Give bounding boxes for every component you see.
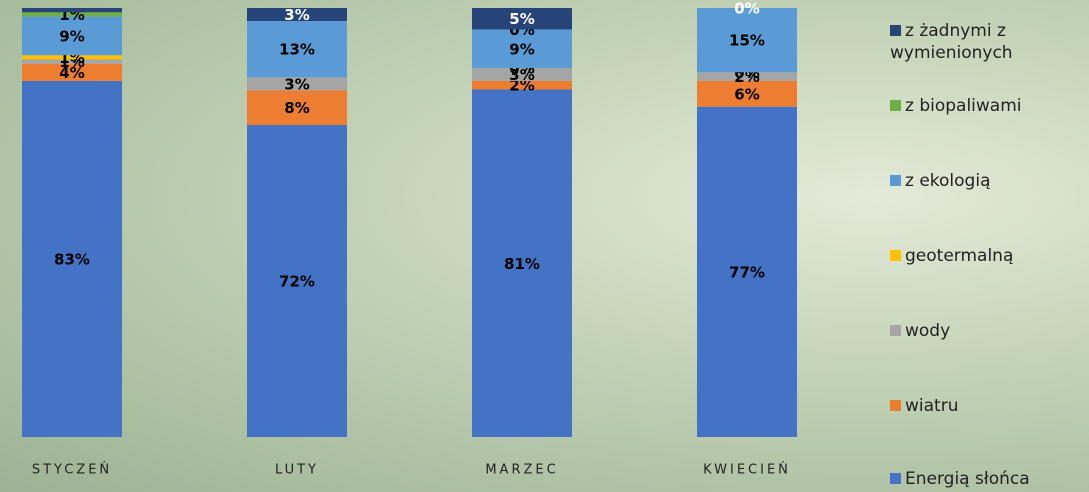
- legend-label: Energią słońca: [905, 469, 1030, 489]
- value-label: 15%: [729, 32, 765, 50]
- value-label: 81%: [504, 255, 540, 273]
- x-tick-label: KWIECIEŃ: [703, 462, 791, 478]
- value-label: 83%: [54, 250, 90, 268]
- legend-entry: z żadnymi z wymienionych: [890, 20, 1085, 64]
- x-tick-label: STYCZEŃ: [32, 462, 112, 478]
- value-label: 5%: [509, 10, 534, 28]
- legend-swatch: [890, 175, 901, 186]
- legend-entry: Energią słońca: [890, 468, 1085, 490]
- x-tick-label: LUTY: [275, 463, 319, 478]
- legend-label: wody: [905, 321, 950, 341]
- chart: 83%4%1%1%9%1%STYCZEŃ72%8%3%13%3%LUTY81%2…: [0, 0, 1089, 492]
- value-label: 72%: [279, 273, 315, 291]
- legend-label: z biopaliwami: [905, 96, 1022, 116]
- legend-swatch: [890, 400, 901, 411]
- legend-swatch: [890, 25, 901, 36]
- legend-label: wiatru: [905, 396, 958, 416]
- legend-swatch: [890, 473, 901, 484]
- value-label: 3%: [284, 6, 309, 24]
- legend-swatch: [890, 100, 901, 111]
- legend-swatch: [890, 250, 901, 261]
- value-label: 13%: [279, 41, 315, 59]
- value-label: 9%: [509, 40, 534, 58]
- plot: 83%4%1%1%9%1%STYCZEŃ72%8%3%13%3%LUTY81%2…: [0, 0, 880, 492]
- x-tick-label: MARZEC: [485, 463, 558, 478]
- value-label: 6%: [734, 85, 759, 103]
- value-label: 77%: [729, 263, 765, 281]
- value-label: 9%: [59, 27, 84, 45]
- legend-label: z żadnymi z wymienionych: [890, 21, 1013, 63]
- value-label: 0%: [734, 0, 759, 18]
- legend-entry: z ekologią: [890, 170, 1085, 192]
- legend-entry: geotermalną: [890, 245, 1085, 267]
- value-label: 8%: [284, 99, 309, 117]
- bar-segment: [22, 8, 122, 12]
- legend-entry: wody: [890, 320, 1085, 342]
- value-label: 3%: [284, 75, 309, 93]
- legend-swatch: [890, 325, 901, 336]
- legend-entry: wiatru: [890, 395, 1085, 417]
- legend-label: geotermalną: [905, 246, 1013, 266]
- legend-label: z ekologią: [905, 171, 990, 191]
- legend-entry: z biopaliwami: [890, 95, 1085, 117]
